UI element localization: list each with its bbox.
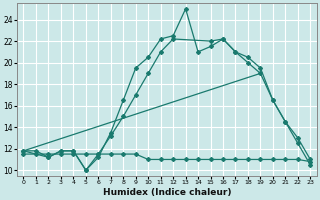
X-axis label: Humidex (Indice chaleur): Humidex (Indice chaleur) bbox=[103, 188, 231, 197]
